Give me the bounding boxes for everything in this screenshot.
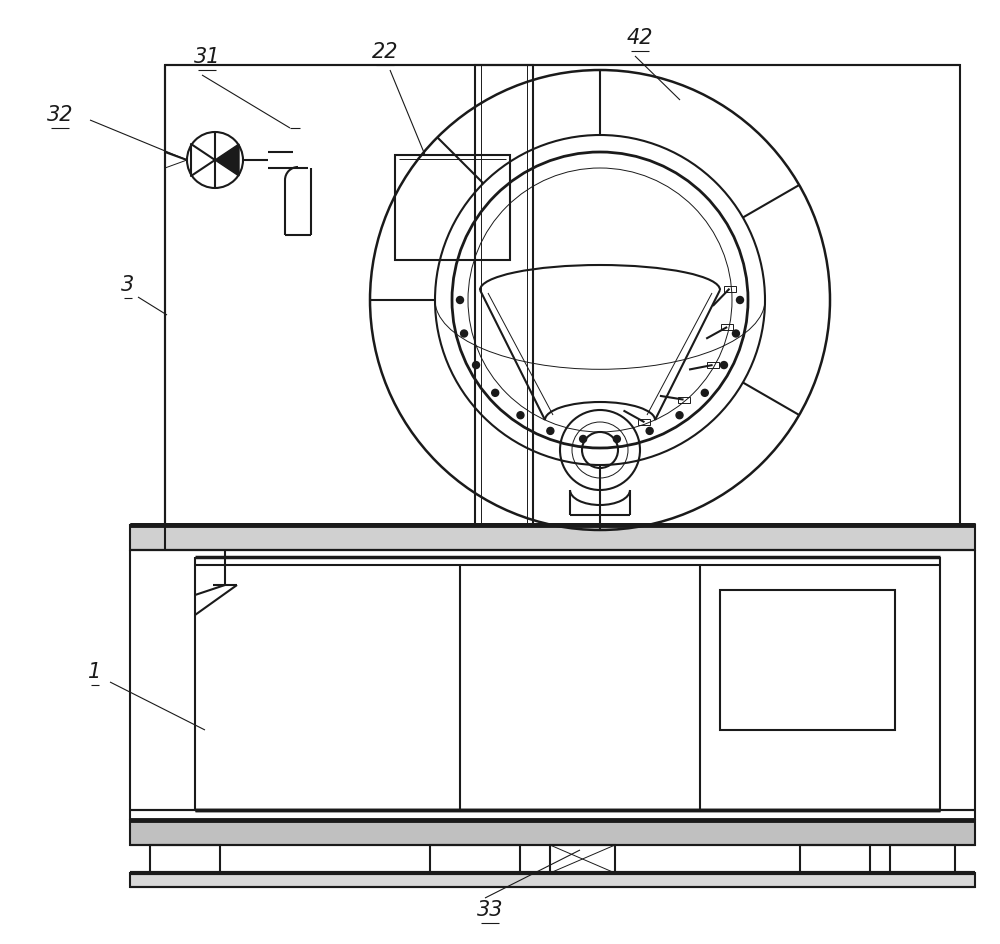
Bar xyxy=(150,845,220,873)
Polygon shape xyxy=(215,144,239,176)
Bar xyxy=(724,286,736,292)
Circle shape xyxy=(547,428,554,434)
Bar xyxy=(890,845,955,873)
Circle shape xyxy=(646,428,653,434)
Circle shape xyxy=(736,296,744,304)
Bar xyxy=(678,396,690,402)
Text: 32: 32 xyxy=(47,105,73,125)
Text: 31: 31 xyxy=(194,47,220,67)
Circle shape xyxy=(461,330,468,337)
Bar xyxy=(707,362,719,368)
Circle shape xyxy=(676,412,683,419)
Bar xyxy=(550,845,615,873)
Bar xyxy=(130,525,975,550)
Circle shape xyxy=(473,362,480,368)
Circle shape xyxy=(580,435,587,443)
Circle shape xyxy=(701,389,708,396)
Bar xyxy=(475,65,533,525)
Text: 22: 22 xyxy=(372,42,398,62)
Bar xyxy=(720,590,895,730)
Bar xyxy=(165,65,960,525)
Circle shape xyxy=(613,435,620,443)
Text: 1: 1 xyxy=(88,662,102,682)
Circle shape xyxy=(456,296,464,304)
Text: 33: 33 xyxy=(477,900,503,920)
Bar xyxy=(721,324,733,330)
Bar xyxy=(130,873,975,887)
Circle shape xyxy=(732,330,739,337)
Circle shape xyxy=(720,362,727,368)
Bar xyxy=(800,845,870,873)
Text: 42: 42 xyxy=(627,28,653,48)
Bar xyxy=(430,845,520,873)
Circle shape xyxy=(517,412,524,419)
Bar xyxy=(638,419,650,425)
Bar xyxy=(395,155,510,260)
Text: 3: 3 xyxy=(121,275,135,295)
Circle shape xyxy=(492,389,499,396)
Bar xyxy=(130,820,975,845)
